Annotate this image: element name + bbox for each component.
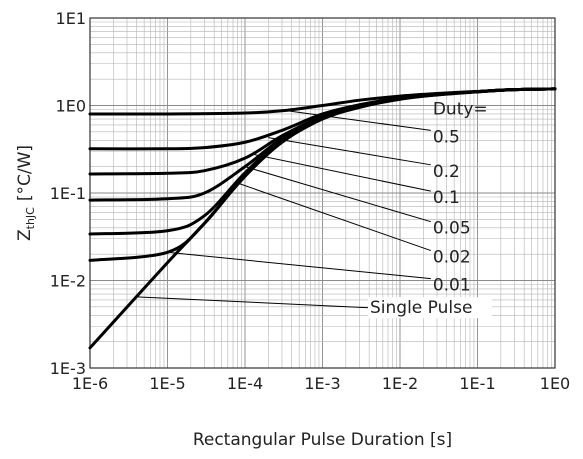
- annotation-leaders: [136, 110, 432, 310]
- x-tick-label: 1E-1: [459, 374, 495, 393]
- plot-frame: [89, 17, 556, 369]
- y-axis-title-subscript: thJC: [24, 207, 37, 230]
- x-tick-label: 1E-5: [149, 374, 185, 393]
- leader-line-0-2: [268, 137, 431, 166]
- leader-line-0-02: [237, 182, 432, 252]
- leader-line-0-01: [167, 251, 431, 280]
- y-axis-title-unit: [°C/W]: [15, 145, 35, 201]
- annotation-label-0-1: 0.1: [433, 188, 460, 208]
- y-tick-label: 1E0: [56, 97, 86, 116]
- series-line-single-pulse: [88, 87, 557, 350]
- y-axis-ticks: 1E1 1E0 1E-1 1E-2 1E-3: [50, 9, 86, 378]
- legend-title: Duty=: [433, 99, 488, 119]
- annotation-label-single-pulse: Single Pulse: [370, 298, 472, 318]
- annotation-label-0-01: 0.01: [433, 276, 471, 296]
- single-pulse-label-background: [368, 297, 492, 319]
- x-tick-label: 1E0: [540, 374, 570, 393]
- y-tick-label: 1E1: [56, 9, 86, 28]
- leader-line-0-5: [287, 110, 431, 131]
- x-tick-label: 1E-6: [72, 374, 108, 393]
- y-tick-label: 1E-1: [50, 184, 86, 203]
- x-tick-label: 1E-2: [382, 374, 418, 393]
- y-tick-label: 1E-3: [50, 359, 86, 378]
- series-lines: [88, 87, 557, 350]
- annotation-label-0-02: 0.02: [433, 248, 471, 268]
- x-tick-label: 1E-4: [227, 374, 263, 393]
- leader-line-single-pulse: [136, 296, 401, 310]
- x-axis-ticks: 1E-6 1E-5 1E-4 1E-3 1E-2 1E-1 1E0: [72, 374, 570, 393]
- leader-line-0-05: [244, 166, 431, 223]
- svg-text:ZthJC[°C/W]: ZthJC [°C/W]: [15, 145, 37, 241]
- y-axis-title: ZthJC [°C/W]: [15, 145, 37, 241]
- y-axis-title-symbol: Z: [15, 229, 35, 241]
- annotation-label-0-05: 0.05: [433, 219, 471, 239]
- y-tick-label: 1E-2: [50, 272, 86, 291]
- annotation-label-0-5: 0.5: [433, 127, 460, 147]
- x-tick-label: 1E-3: [304, 374, 340, 393]
- leader-line-0-1: [251, 153, 431, 192]
- annotation-label-0-2: 0.2: [433, 162, 460, 182]
- x-axis-title: Rectangular Pulse Duration [s]: [193, 430, 452, 450]
